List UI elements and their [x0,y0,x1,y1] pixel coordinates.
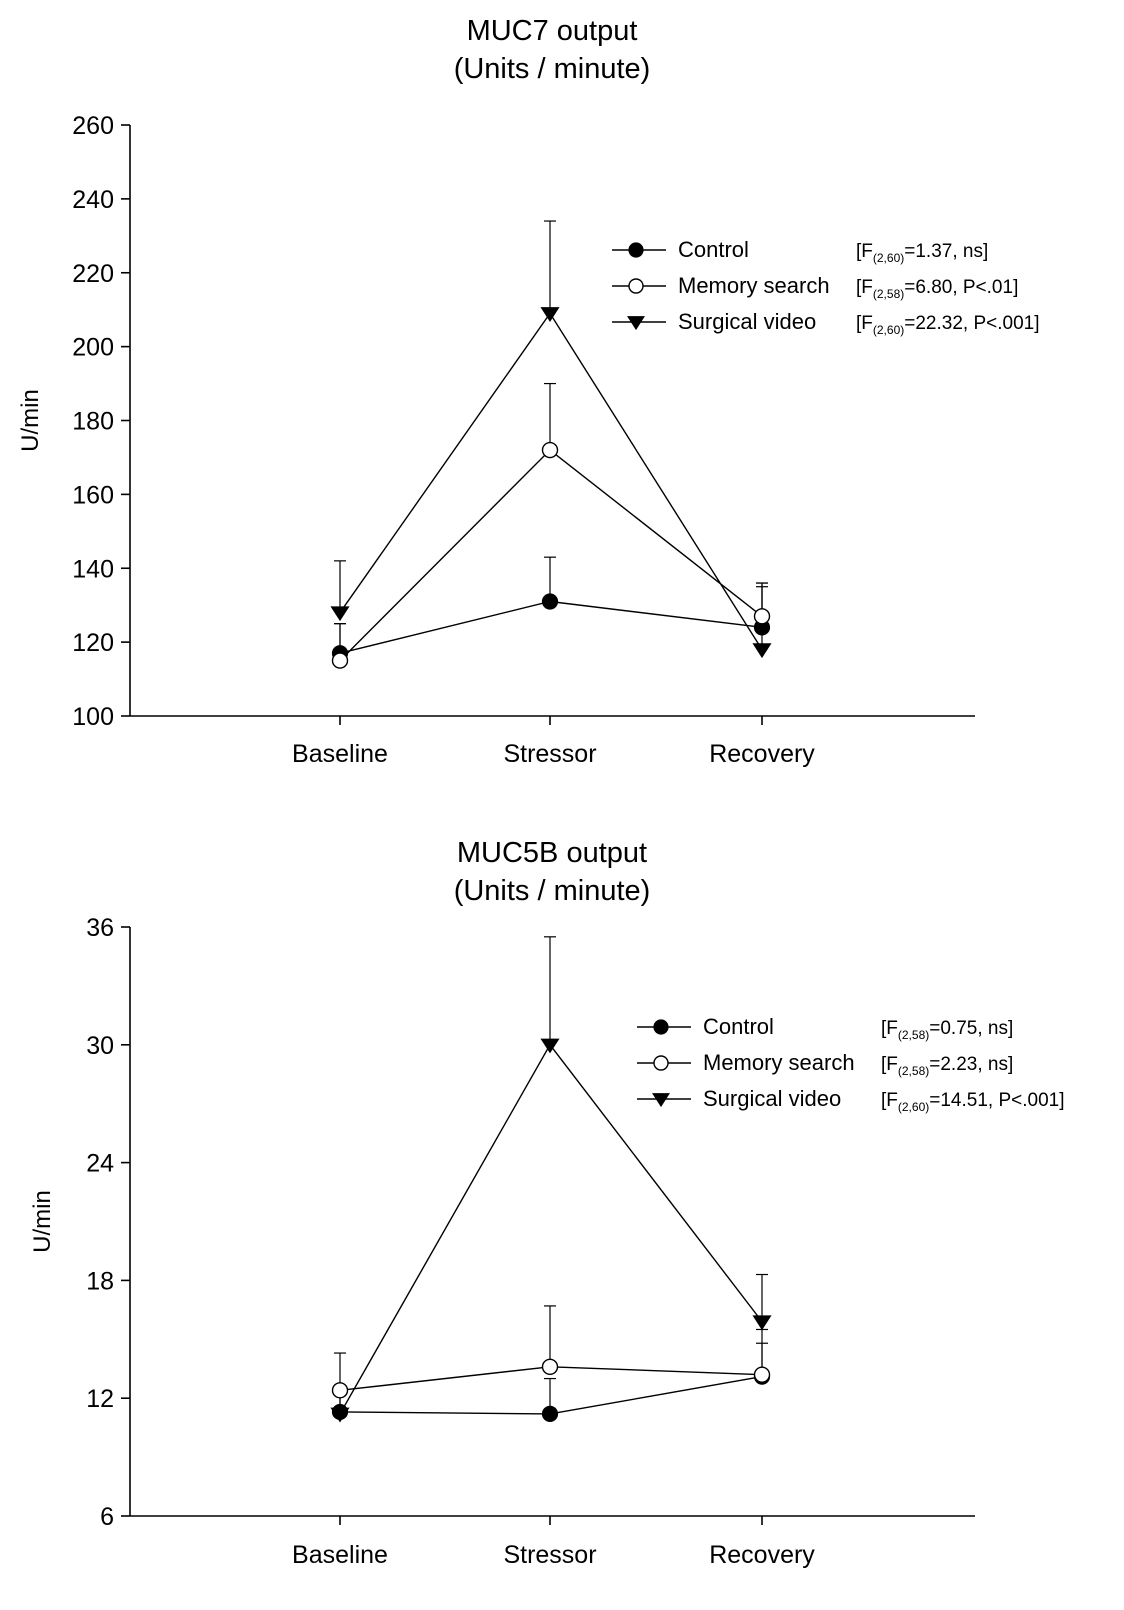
y-tick-label: 30 [86,1032,114,1060]
y-tick-label: 18 [86,1267,114,1295]
legend: Control [F(2,60)=1.37, ns]Memory search [F… [612,237,1039,337]
x-category-label: Stressor [503,740,596,768]
x-category-label: Recovery [709,740,815,768]
data-point-surgical-video [330,1407,350,1423]
data-point-control [541,1405,559,1423]
y-tick-label: 6 [100,1503,114,1531]
data-point-surgical-video [540,1038,560,1054]
stat-suffix: =14.51, P<.001] [929,1090,1064,1111]
chart-title-line: MUC5B output [457,837,647,869]
stat-prefix: [F [856,241,873,262]
data-point-memory-search [331,1382,349,1399]
y-axis-label: U/min [17,389,44,452]
stat-subscript: (2,58) [898,1064,929,1078]
y-tick-label: 120 [72,629,114,657]
legend-marker [653,1055,669,1071]
series-line-surgical-video [339,1043,763,1415]
data-point-memory-search [753,608,771,625]
legend: Control [F(2,58)=0.75, ns]Memory search [F… [637,1014,1064,1114]
data-point-surgical-video [540,307,560,322]
chart-1: MUC7 output (Units / minute) 100 120 140 160 1… [17,15,1039,768]
y-tick-label: 160 [72,481,114,509]
legend-label: Memory search [703,1050,855,1075]
chart-2: MUC5B output (Units / minute) 6 12 18 24 30 36 B… [29,837,1064,1569]
stat-prefix: [F [856,313,873,334]
stat-subscript: (2,60) [873,323,904,337]
y-tick-label: 140 [72,555,114,583]
legend-marker [653,1019,669,1035]
legend-marker [627,316,645,331]
chart-title-line: (Units / minute) [454,875,651,907]
legend-label: Memory search [678,273,830,298]
chart-title-line: (Units / minute) [454,53,651,85]
y-tick-label: 220 [72,260,114,288]
legend-label: Surgical video [678,309,816,334]
y-tick-label: 260 [72,112,114,140]
y-tick-label: 100 [72,703,114,731]
legend-stat: [F(2,60)=14.51, P<.001] [881,1090,1064,1114]
stat-prefix: [F [881,1018,898,1039]
chart-title-line: MUC7 output [467,15,638,47]
stat-suffix: =22.32, P<.001] [904,313,1039,334]
data-point-surgical-video [752,643,772,659]
stat-suffix: =6.80, P<.01] [904,277,1018,298]
stat-subscript: (2,58) [873,287,904,301]
x-category-label: Baseline [292,1541,388,1569]
stat-subscript: (2,58) [898,1028,929,1042]
legend-stat: [F(2,60)=1.37, ns] [856,241,988,265]
x-category-label: Stressor [503,1541,596,1569]
data-point-surgical-video [752,1315,772,1331]
legend-label: Control [678,237,749,262]
stat-suffix: =0.75, ns] [929,1018,1013,1039]
series-line-memory-search [339,449,763,662]
data-point-memory-search [331,652,349,669]
legend-stat: [F(2,60)=22.32, P<.001] [856,313,1039,337]
data-point-memory-search [541,441,559,459]
stat-subscript: (2,60) [898,1100,929,1114]
x-category-label: Baseline [292,740,388,768]
stat-suffix: =1.37, ns] [904,241,988,262]
y-tick-label: 36 [86,914,114,942]
y-tick-label: 12 [86,1385,114,1413]
legend-marker [628,278,644,294]
y-axis-label: U/min [29,1190,56,1253]
data-point-memory-search [541,1358,559,1375]
data-point-surgical-video [330,606,350,622]
stat-subscript: (2,60) [873,251,904,265]
legend-label: Control [703,1014,774,1039]
legend-marker [628,242,644,258]
legend-label: Surgical video [703,1086,841,1111]
stat-suffix: =2.23, ns] [929,1054,1013,1075]
legend-stat: [F(2,58)=2.23, ns] [881,1054,1013,1078]
stat-prefix: [F [881,1090,898,1111]
legend-stat: [F(2,58)=0.75, ns] [881,1018,1013,1042]
x-category-label: Recovery [709,1541,815,1569]
y-tick-label: 24 [86,1150,114,1178]
y-tick-label: 240 [72,186,114,214]
data-point-control [541,593,559,610]
y-tick-label: 200 [72,334,114,362]
legend-stat: [F(2,58)=6.80, P<.01] [856,277,1018,301]
stat-prefix: [F [881,1054,898,1075]
legend-marker [652,1093,670,1108]
y-tick-label: 180 [72,408,114,436]
data-point-memory-search [753,1366,771,1383]
stat-prefix: [F [856,277,873,298]
